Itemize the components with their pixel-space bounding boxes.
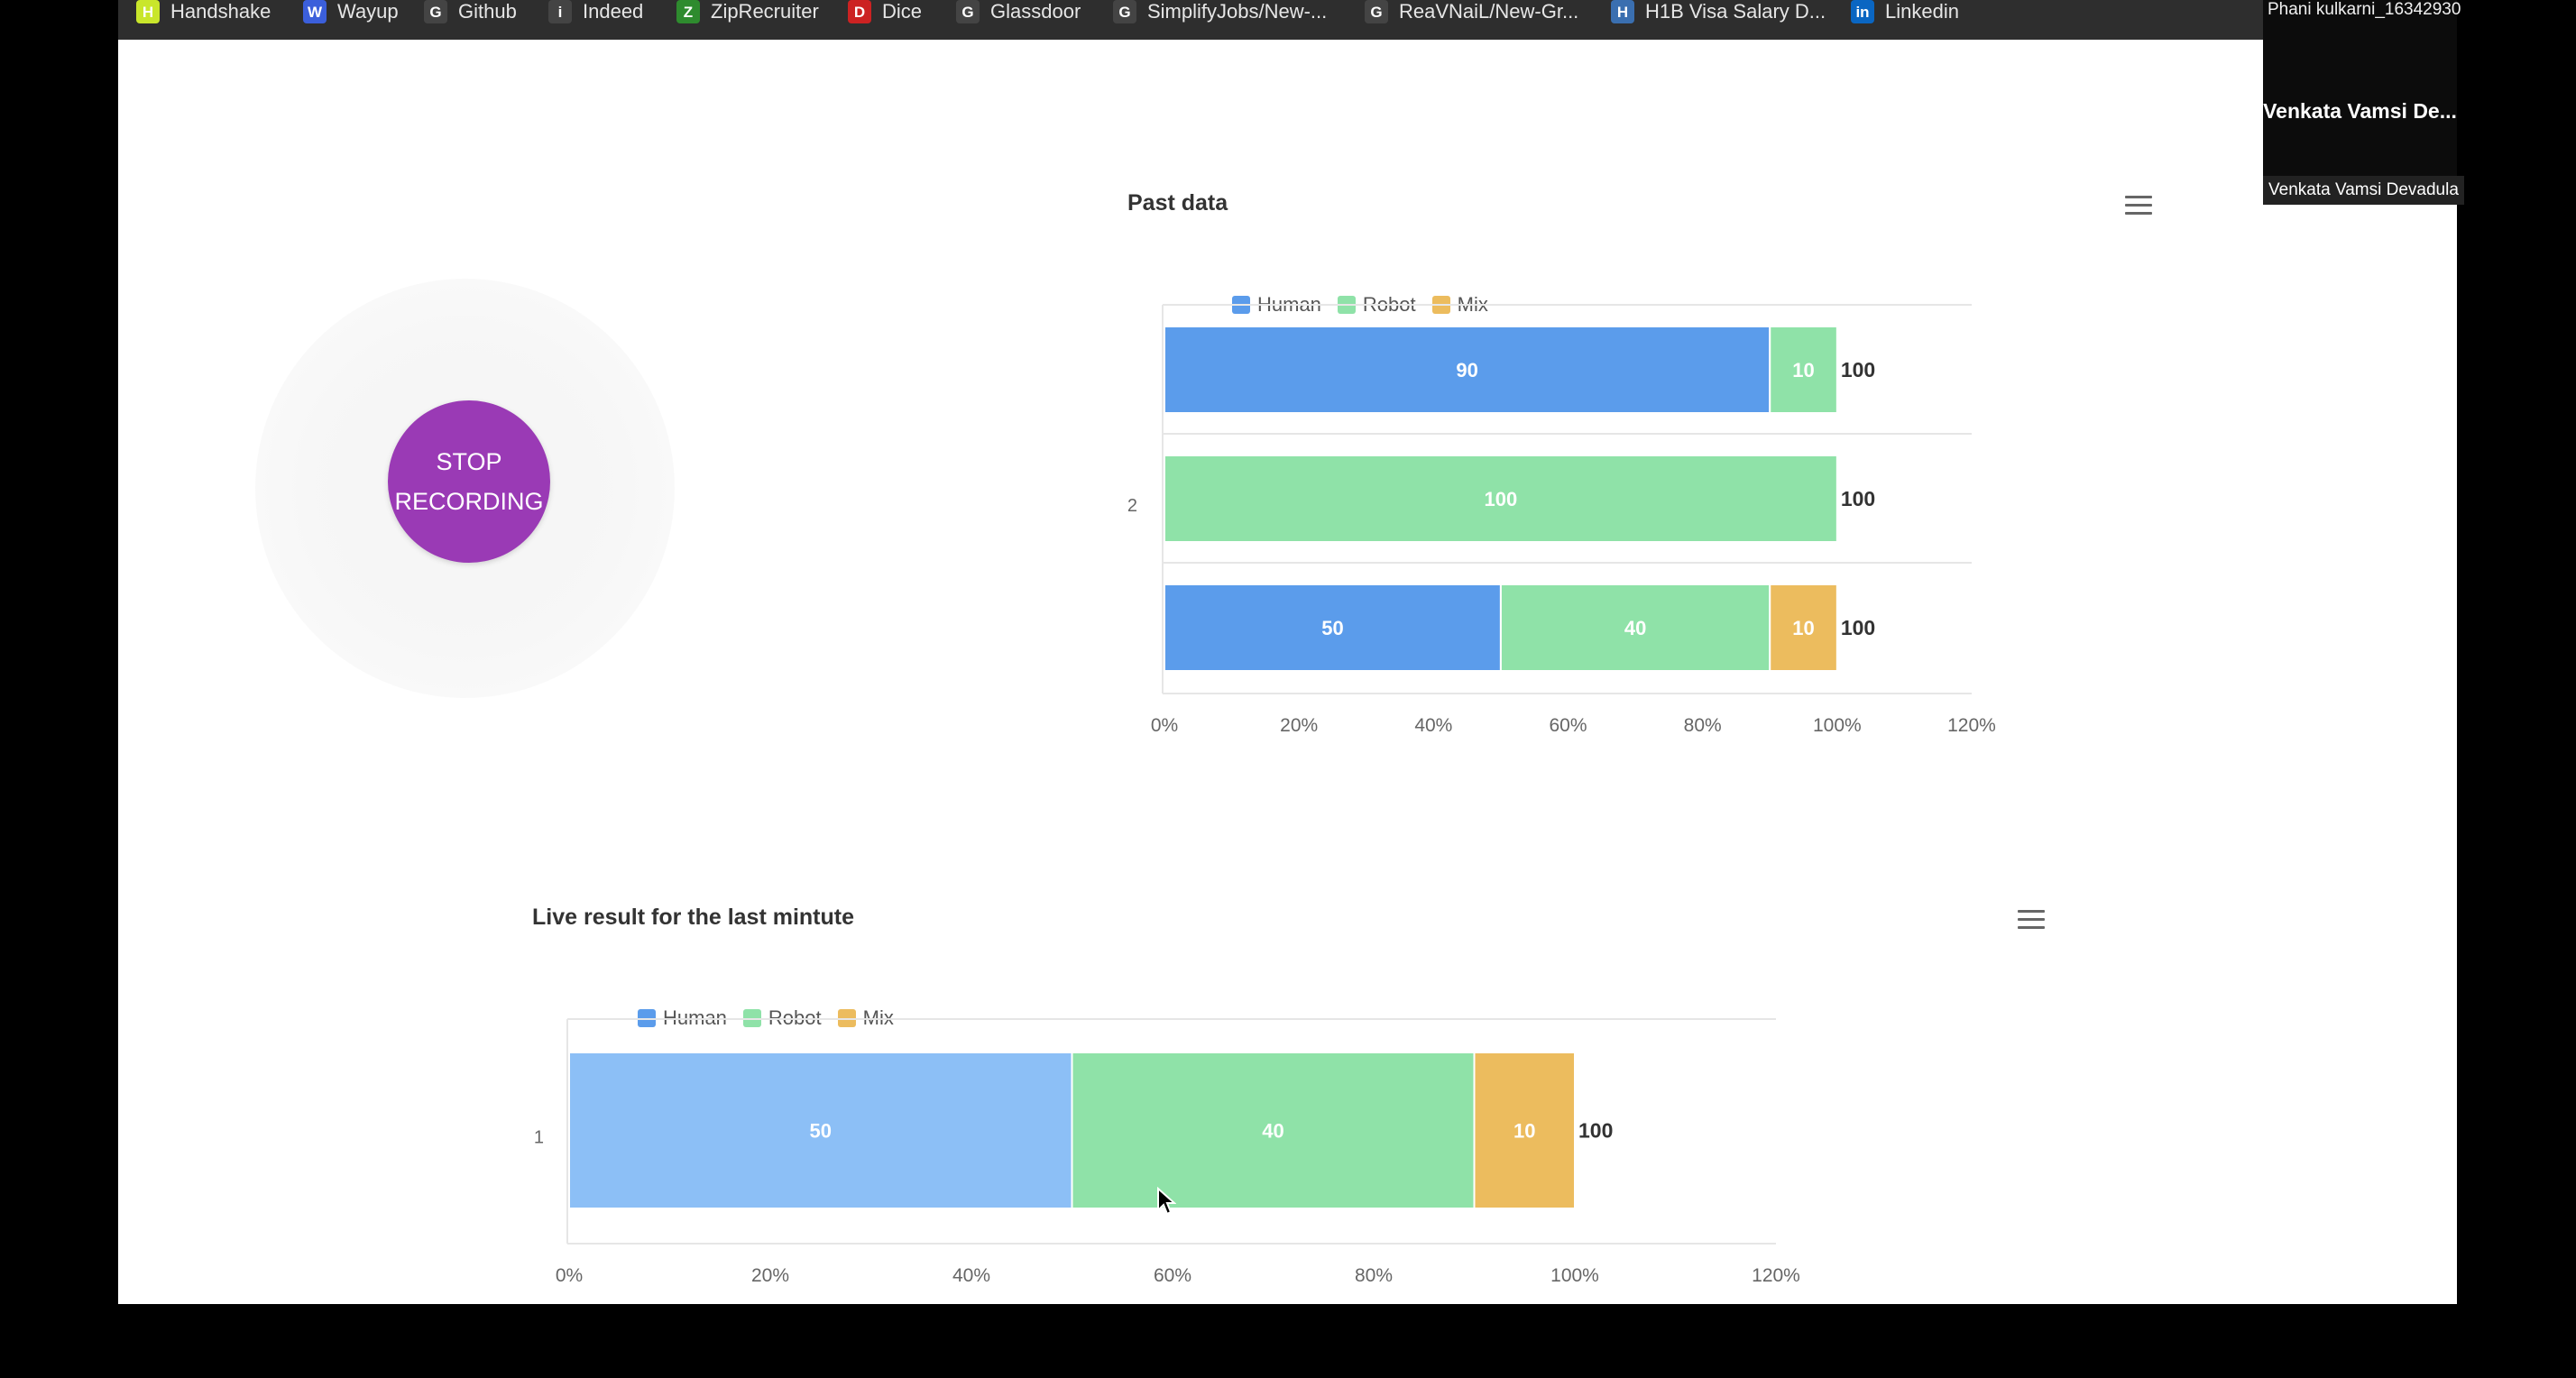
bookmark-dice[interactable]: D Dice	[848, 0, 922, 23]
chart0-data-label: 100	[1485, 488, 1518, 510]
participant-top-label: Phani kulkarni_16342930	[2268, 0, 2461, 19]
bookmark-label: H1B Visa Salary D...	[1645, 0, 1826, 23]
chart1-data-label: 40	[1262, 1120, 1283, 1143]
mouse-cursor-icon	[1157, 1187, 1176, 1216]
bookmark-reavnail-new-gr[interactable]: G ReaVNaiL/New-Gr...	[1365, 0, 1578, 23]
legend-item-mix[interactable]: Mix	[837, 1006, 894, 1030]
chart1-x-tick: 20%	[751, 1265, 789, 1286]
participant-name-label: Venkata Vamsi Devadula	[2263, 176, 2464, 205]
bookmark-ziprecruiter[interactable]: Z ZipRecruiter	[676, 0, 819, 23]
chart0-bar-robot-row0[interactable]	[1769, 326, 1838, 414]
bookmark-label: ZipRecruiter	[711, 0, 819, 23]
chart1-x-tick: 40%	[952, 1265, 990, 1286]
chart0-bar-mix-row2[interactable]	[1769, 583, 1838, 672]
legend-item-human[interactable]: Human	[638, 1006, 727, 1030]
chart1-data-label: 10	[1513, 1120, 1535, 1143]
chart1-data-label: 50	[810, 1120, 832, 1143]
stop-recording-button[interactable]: STOP RECORDING	[388, 400, 550, 563]
chart0-category-label: 2	[1127, 496, 1137, 516]
chart0-x-tick: 60%	[1549, 715, 1587, 736]
bookmark-label: Wayup	[337, 0, 399, 23]
bookmark-label: SimplifyJobs/New-...	[1147, 0, 1328, 23]
bookmark-label: Linkedin	[1885, 0, 1959, 23]
bookmarks-bar: H Handshake W Wayup G Github i Indeed Z ZipRecrui…	[118, 0, 2263, 40]
bookmark-label: Handshake	[170, 0, 271, 23]
legend-label: Robot	[768, 1006, 822, 1029]
chart0-x-tick: 120%	[1947, 715, 1996, 736]
live-chart-menu-icon[interactable]	[2018, 910, 2045, 930]
ziprecruiter-icon: Z	[676, 0, 700, 23]
chart1-category-label: 1	[534, 1128, 544, 1148]
bookmark-label: Github	[458, 0, 517, 23]
linkedin-icon: in	[1851, 0, 1874, 23]
chart1-x-tick: 60%	[1154, 1265, 1191, 1286]
chart0-total-label: 100	[1841, 358, 1875, 381]
bookmark-label: ReaVNaiL/New-Gr...	[1399, 0, 1579, 23]
legend-label: Human	[663, 1006, 727, 1029]
bookmark-label: Glassdoor	[990, 0, 1081, 23]
chart0-x-tick: 80%	[1684, 715, 1722, 736]
chart1-bar-mix-row0[interactable]	[1473, 1052, 1576, 1209]
chart0-data-label: 40	[1624, 617, 1646, 639]
stop-recording-label-line1: STOP	[436, 448, 502, 475]
live-chart-title: Live result for the last mintute	[532, 905, 855, 930]
chart0-x-tick: 40%	[1414, 715, 1452, 736]
past-chart-menu-icon[interactable]	[2125, 196, 2152, 216]
chart0-total-label: 100	[1841, 616, 1875, 639]
page-content: STOP RECORDING Past data Human Robot Mix L…	[118, 40, 2457, 1304]
bookmark-label: Indeed	[583, 0, 644, 23]
github-icon: G	[1365, 0, 1388, 23]
bookmark-glassdoor[interactable]: G Glassdoor	[956, 0, 1081, 23]
chart0-bar-robot-row2[interactable]	[1499, 583, 1771, 672]
chart1-x-tick: 120%	[1752, 1265, 1800, 1286]
indeed-icon: i	[548, 0, 572, 23]
glassdoor-icon: G	[956, 0, 980, 23]
h1b-icon: H	[1611, 0, 1634, 23]
chart0-data-label: 10	[1792, 359, 1814, 381]
chart0-bar-human-row2[interactable]	[1164, 583, 1502, 672]
github-icon: G	[1113, 0, 1136, 23]
legend-label: Mix	[862, 1006, 894, 1029]
bookmark-indeed[interactable]: i Indeed	[548, 0, 643, 23]
github-icon: G	[424, 0, 447, 23]
chart0-x-tick: 0%	[1151, 715, 1178, 736]
bookmark-wayup[interactable]: W Wayup	[303, 0, 399, 23]
chart1-x-tick: 0%	[556, 1265, 583, 1286]
bookmark-simplifyjobs-new[interactable]: G SimplifyJobs/New-...	[1113, 0, 1327, 23]
dice-icon: D	[848, 0, 871, 23]
chart1-bar-human-row0[interactable]	[568, 1052, 1073, 1209]
handshake-icon: H	[136, 0, 160, 23]
chart1-x-tick: 100%	[1550, 1265, 1599, 1286]
bookmark-label: Dice	[882, 0, 923, 23]
chart1-bar-robot-row0[interactable]	[1071, 1052, 1476, 1209]
wayup-icon: W	[303, 0, 327, 23]
stop-recording-label-line2: RECORDING	[394, 488, 544, 515]
chart0-bar-human-row0[interactable]	[1164, 326, 1771, 414]
bookmark-github[interactable]: G Github	[424, 0, 517, 23]
bookmark-linkedin[interactable]: in Linkedin	[1851, 0, 1959, 23]
bookmark-h1b-visa-salary-d[interactable]: H H1B Visa Salary D...	[1611, 0, 1826, 23]
participant-video-tile[interactable]: Phani kulkarni_16342930 Venkata Vamsi De…	[2263, 0, 2464, 205]
chart0-data-label: 10	[1792, 617, 1814, 639]
participant-center-name: Venkata Vamsi De...	[2263, 99, 2457, 123]
chart0-bar-robot-row1[interactable]	[1164, 455, 1838, 543]
chart0-total-label: 100	[1841, 487, 1875, 510]
chart0-x-tick: 20%	[1280, 715, 1318, 736]
chart1-x-tick: 80%	[1355, 1265, 1393, 1286]
chart0-data-label: 90	[1456, 359, 1477, 381]
bookmark-handshake[interactable]: H Handshake	[136, 0, 271, 23]
chart0-x-tick: 100%	[1813, 715, 1862, 736]
past-chart-title: Past data	[1127, 190, 1228, 216]
chart0-data-label: 50	[1321, 617, 1343, 639]
chart1-total-label: 100	[1578, 1119, 1613, 1143]
